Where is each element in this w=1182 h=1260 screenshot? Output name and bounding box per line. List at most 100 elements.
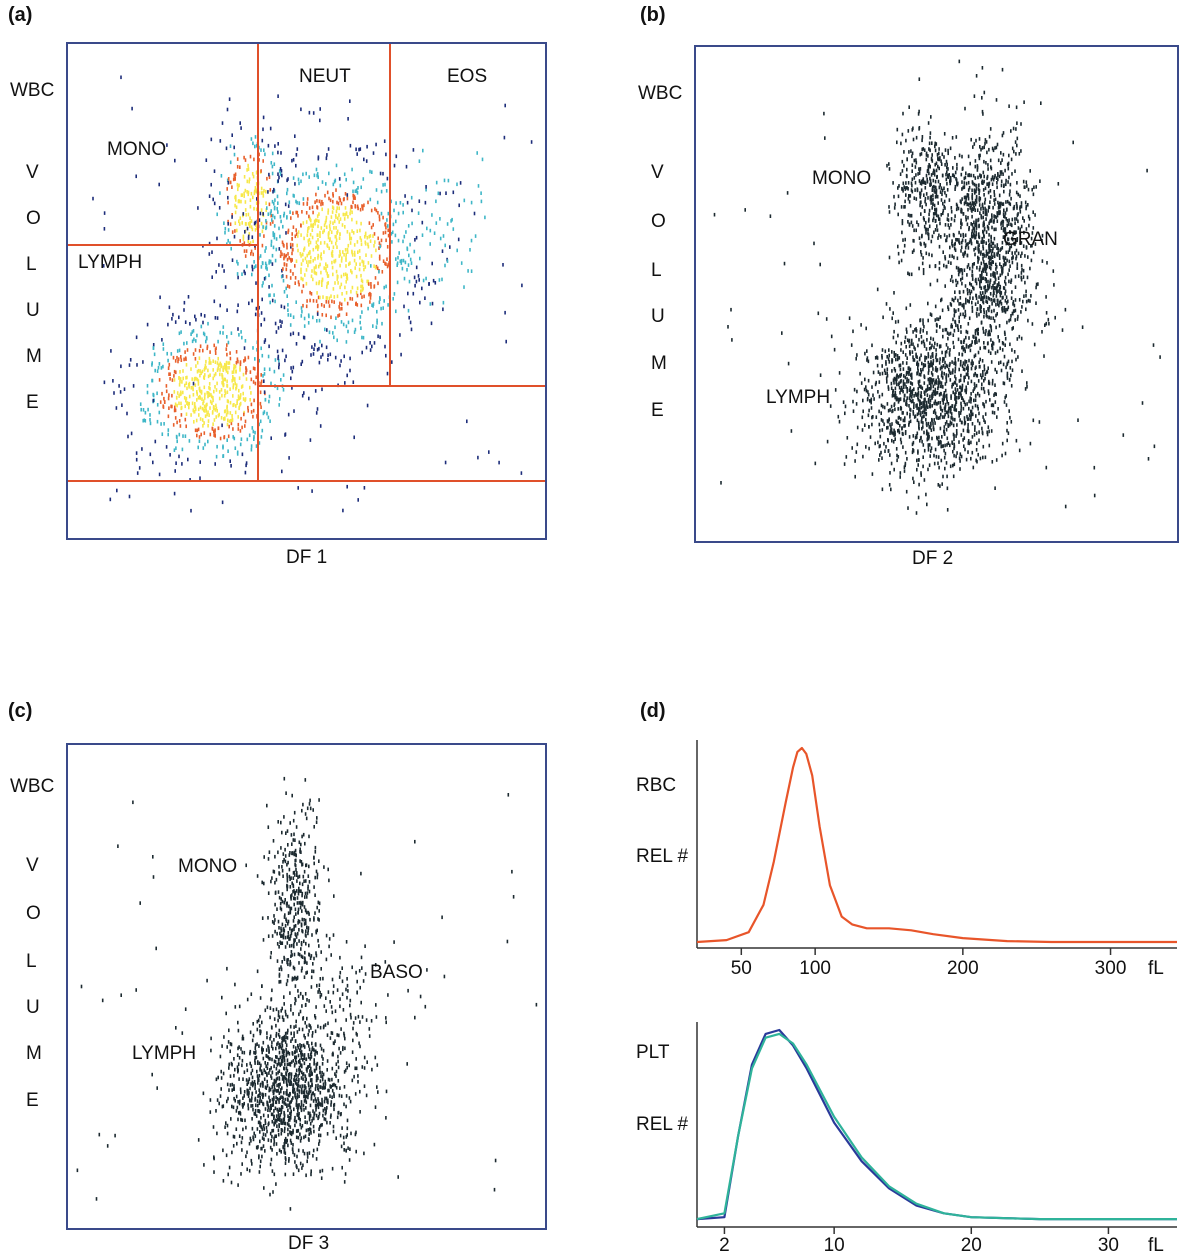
- scatter-point: [979, 211, 981, 215]
- scatter-point: [961, 268, 963, 273]
- scatter-point: [989, 257, 992, 261]
- scatter-point: [967, 207, 969, 212]
- scatter-point: [921, 205, 923, 209]
- scatter-point: [1031, 187, 1033, 192]
- scatter-point: [1004, 261, 1006, 266]
- scatter-point: [973, 382, 976, 386]
- scatter-point: [223, 417, 225, 421]
- scatter-point: [955, 265, 958, 270]
- scatter-point: [338, 305, 340, 309]
- scatter-point: [932, 361, 934, 366]
- scatter-point: [193, 420, 195, 424]
- scatter-point: [927, 448, 930, 452]
- scatter-point: [953, 407, 955, 411]
- scatter-point: [402, 258, 405, 263]
- scatter-point: [962, 406, 965, 411]
- scatter-point: [993, 411, 996, 415]
- scatter-point: [959, 391, 961, 395]
- scatter-point: [922, 268, 925, 272]
- scatter-point: [973, 201, 975, 205]
- scatter-point: [272, 213, 274, 218]
- scatter-point: [1014, 242, 1016, 247]
- scatter-point: [399, 259, 402, 264]
- scatter-point: [912, 126, 914, 131]
- scatter-point: [964, 309, 967, 314]
- scatter-point: [231, 378, 233, 383]
- scatter-point: [237, 327, 239, 331]
- scatter-point: [258, 158, 260, 162]
- scatter-point: [273, 1017, 276, 1021]
- scatter-point: [318, 346, 320, 351]
- scatter-point: [965, 215, 967, 219]
- scatter-point: [995, 313, 997, 318]
- scatter-point: [336, 200, 338, 205]
- scatter-point: [907, 271, 909, 276]
- scatter-point: [977, 258, 979, 262]
- scatter-point: [261, 284, 264, 288]
- scatter-point: [280, 324, 282, 328]
- scatter-point: [987, 349, 990, 354]
- scatter-point: [254, 312, 257, 317]
- scatter-point: [876, 287, 879, 292]
- scatter-point: [975, 336, 978, 341]
- scatter-point: [983, 174, 985, 179]
- scatter-point: [967, 188, 970, 192]
- scatter-point: [900, 258, 903, 263]
- scatter-point: [991, 302, 993, 306]
- scatter-point: [966, 299, 969, 303]
- scatter-point: [994, 486, 996, 490]
- scatter-point: [249, 241, 252, 245]
- scatter-point: [175, 461, 177, 465]
- scatter-point: [1005, 200, 1007, 204]
- scatter-point: [918, 381, 920, 386]
- scatter-point: [278, 1050, 281, 1055]
- scatter-point: [383, 139, 386, 143]
- scatter-point: [201, 397, 203, 401]
- scatter-point: [817, 311, 820, 316]
- scatter-point: [966, 414, 968, 419]
- scatter-point: [946, 396, 948, 401]
- scatter-point: [287, 308, 289, 312]
- scatter-point: [935, 188, 938, 193]
- scatter-point: [913, 394, 915, 398]
- scatter-point: [933, 188, 935, 193]
- scatter-point: [994, 383, 996, 387]
- scatter-point: [900, 379, 902, 383]
- scatter-point: [319, 234, 321, 238]
- scatter-point: [274, 321, 277, 326]
- scatter-point: [942, 364, 945, 368]
- scatter-point: [315, 245, 317, 250]
- scatter-point: [243, 191, 245, 196]
- scatter-point: [938, 261, 941, 265]
- scatter-point: [319, 424, 322, 428]
- scatter-point: [213, 343, 215, 348]
- scatter-point: [202, 348, 204, 353]
- volume-letter: M: [26, 346, 42, 367]
- scatter-point: [875, 380, 877, 385]
- scatter-point: [265, 226, 267, 231]
- scatter-point: [844, 411, 846, 416]
- scatter-point: [1025, 227, 1028, 231]
- scatter-point: [325, 262, 327, 266]
- scatter-point: [901, 132, 904, 137]
- scatter-point: [892, 181, 894, 185]
- scatter-point: [502, 263, 504, 267]
- scatter-point: [915, 434, 918, 438]
- scatter-point: [937, 375, 939, 379]
- scatter-point: [345, 177, 347, 182]
- scatter-point: [237, 397, 240, 401]
- scatter-point: [317, 155, 320, 159]
- scatter-point: [324, 1079, 326, 1084]
- scatter-point: [1011, 146, 1014, 151]
- scatter-point: [973, 398, 975, 403]
- scatter-point: [984, 267, 986, 271]
- scatter-point: [1017, 192, 1020, 197]
- scatter-point: [964, 239, 967, 243]
- scatter-point: [352, 180, 355, 185]
- scatter-point: [996, 181, 998, 185]
- scatter-point: [262, 212, 264, 216]
- scatter-point: [1006, 241, 1008, 246]
- scatter-point: [1003, 330, 1006, 335]
- scatter-point: [331, 1066, 334, 1071]
- scatter-point: [932, 218, 934, 223]
